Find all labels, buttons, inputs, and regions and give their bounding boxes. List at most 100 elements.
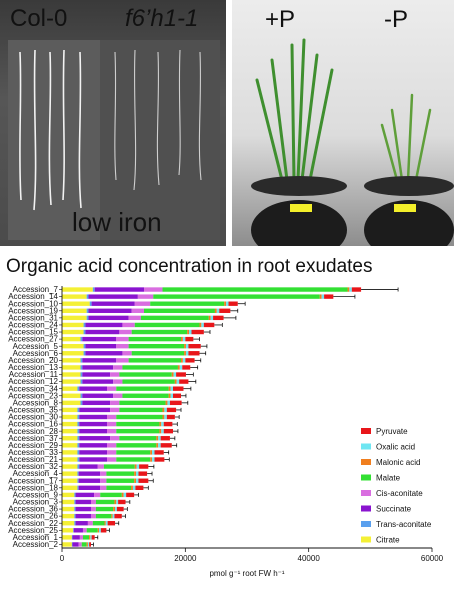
bar-segment-cis-aconitate — [100, 471, 107, 476]
bar-segment-trans-aconitate — [77, 436, 80, 441]
y-tick-label: Accession_27 — [8, 335, 58, 344]
bar-segment-malate — [122, 379, 175, 384]
bar-segment-cis-aconitate — [79, 535, 83, 540]
y-tick-label: Accession_35 — [8, 406, 58, 415]
legend-swatch-trans-aconitate — [361, 521, 371, 527]
bar-segment-cis-aconitate — [78, 542, 82, 547]
bar-segment-pyruvate — [179, 379, 189, 384]
bar-segment-malonic-acid — [214, 308, 217, 313]
y-tick-label: Accession_22 — [8, 519, 58, 528]
y-tick-label: Accession_14 — [8, 292, 58, 301]
minus-p-pot-rim — [364, 176, 454, 196]
bar-segment-trans-aconitate — [80, 336, 83, 342]
y-tick-label: Accession_10 — [8, 299, 58, 308]
y-tick-label: Accession_19 — [8, 306, 58, 315]
bar-segment-oxalic-acid — [182, 336, 186, 342]
bar-segment-pyruvate — [182, 365, 191, 370]
bar-segment-citrate — [62, 450, 78, 455]
bar-segment-oxalic-acid — [116, 499, 119, 505]
bar-segment-oxalic-acid — [182, 358, 186, 363]
bar-segment-trans-aconitate — [74, 506, 76, 512]
bar-segment-citrate — [62, 294, 87, 299]
bar-segment-oxalic-acid — [99, 528, 101, 533]
legend-layer: Pyruvate Oxalic acid Malonic acid Malate Cis… — [361, 427, 432, 545]
bar-segment-oxalic-acid — [90, 535, 92, 540]
bar-segment-malonic-acid — [159, 428, 162, 434]
bar-segment-pyruvate — [91, 535, 95, 540]
bar-segment-succinate — [88, 294, 138, 299]
legend-swatch-pyruvate — [361, 428, 371, 434]
bar-segment-citrate — [62, 336, 81, 342]
legend-swatch-oxalic-acid — [361, 443, 371, 450]
bar-segment-cis-aconitate — [100, 478, 107, 483]
bar-segment-cis-aconitate — [122, 351, 132, 356]
bar-segment-oxalic-acid — [170, 386, 173, 391]
bar-segment-malonic-acid — [156, 443, 159, 448]
bar-segment-malate — [131, 351, 185, 356]
bar-segment-malonic-acid — [174, 379, 177, 384]
bar-segment-malate — [86, 528, 98, 533]
bar-segment-trans-aconitate — [77, 457, 80, 462]
bar-segment-pyruvate — [188, 351, 200, 356]
bar-segment-succinate — [82, 365, 114, 370]
bar-segment-cis-aconitate — [94, 492, 101, 498]
bar-segment-oxalic-acid — [173, 372, 177, 377]
bar-segment-cis-aconitate — [107, 386, 117, 391]
legend-swatch-malate — [361, 474, 371, 481]
bar-segment-cis-aconitate — [90, 513, 96, 519]
x-axis-label: pmol g⁻¹ root FW h⁻¹ — [209, 569, 284, 578]
bar-segment-citrate — [62, 358, 81, 363]
y-tick-label: Accession_5 — [13, 342, 59, 351]
bar-segment-succinate — [82, 400, 111, 406]
bar-segment-trans-aconitate — [77, 386, 80, 391]
bar-segment-pyruvate — [154, 457, 165, 462]
bar-segment-trans-aconitate — [83, 329, 86, 335]
bar-segment-trans-aconitate — [77, 485, 79, 491]
bar-segment-succinate — [72, 535, 80, 540]
bar-segment-malonic-acid — [181, 336, 183, 342]
bar-segment-citrate — [62, 407, 78, 413]
y-tick-label: Accession_26 — [8, 512, 58, 521]
bar-segment-citrate — [62, 443, 78, 448]
bar-segment-citrate — [62, 528, 74, 533]
bar-segment-succinate — [82, 393, 114, 398]
bar-segment-malonic-acid — [134, 478, 136, 483]
bar-segment-succinate — [88, 315, 129, 321]
bar-segment-citrate — [62, 457, 78, 462]
bar-segment-succinate — [79, 421, 108, 427]
bar-segment-citrate — [62, 315, 87, 321]
bar-segment-cis-aconitate — [116, 336, 129, 342]
bar-segment-citrate — [62, 393, 81, 398]
bar-segment-trans-aconitate — [77, 443, 80, 448]
bar-segment-succinate — [82, 358, 117, 363]
bar-segment-succinate — [79, 464, 98, 469]
bar-segment-cis-aconitate — [113, 365, 123, 370]
bar-segment-citrate — [62, 471, 78, 476]
bar-segment-malate — [150, 301, 225, 306]
bar-segment-malonic-acid — [89, 535, 91, 540]
bar-segment-oxalic-acid — [216, 308, 220, 313]
bar-segment-cis-aconitate — [107, 450, 117, 455]
bar-segment-succinate — [79, 457, 108, 462]
bar-segment-citrate — [62, 372, 81, 377]
bar-segment-cis-aconitate — [110, 400, 120, 406]
bar-segment-malonic-acid — [177, 365, 180, 370]
bar-segment-citrate — [62, 329, 84, 335]
bar-segment-citrate — [62, 506, 75, 512]
bar-segment-oxalic-acid — [226, 301, 229, 306]
y-tick-label: Accession_28 — [8, 427, 58, 436]
bar-segment-cis-aconitate — [122, 322, 135, 328]
bar-segment-pyruvate — [324, 294, 334, 299]
bar-segment-trans-aconitate — [77, 421, 80, 427]
bar-segment-malonic-acid — [181, 358, 183, 363]
bar-segment-citrate — [62, 428, 78, 434]
bar-segment-malate — [81, 542, 87, 547]
y-tick-label: Accession_24 — [8, 321, 58, 330]
bar-segment-oxalic-acid — [164, 407, 167, 413]
bar-segment-malate — [119, 400, 166, 406]
bar-segment-malate — [128, 358, 182, 363]
bar-segment-malate — [95, 513, 112, 519]
plants-illustration — [251, 38, 454, 246]
bar-segment-trans-aconitate — [86, 315, 89, 321]
y-tick-label: Accession_8 — [13, 398, 59, 407]
